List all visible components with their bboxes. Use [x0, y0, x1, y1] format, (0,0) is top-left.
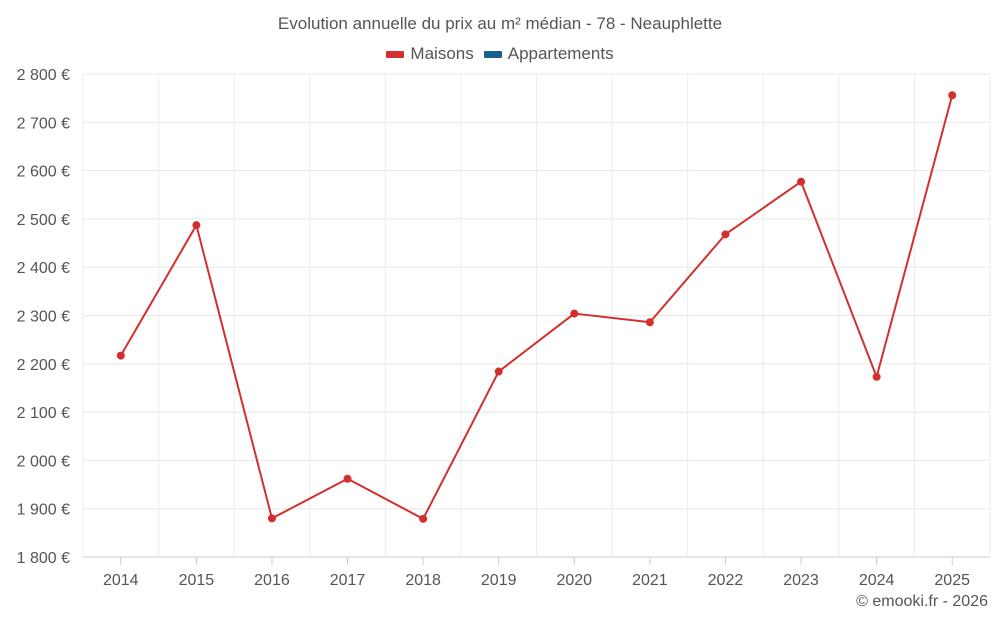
y-tick-label: 2 300 € [17, 309, 70, 326]
credit-text: © emooki.fr - 2026 [856, 593, 988, 610]
x-tick-label: 2020 [556, 572, 592, 589]
x-tick-label: 2017 [330, 572, 366, 589]
series-line-maisons [119, 94, 954, 520]
x-tick-label: 2024 [859, 572, 895, 589]
x-tick-label: 2014 [103, 572, 139, 589]
x-tick-label: 2021 [632, 572, 668, 589]
y-tick-label: 2 000 € [17, 453, 70, 470]
chart-title: Evolution annuelle du prix au m² médian … [277, 14, 723, 33]
data-point [116, 351, 125, 360]
legend-label-maisons: Maisons [410, 44, 474, 63]
data-point [645, 318, 654, 327]
data-point [419, 514, 428, 523]
y-tick-label: 1 800 € [17, 550, 70, 567]
y-tick-label: 2 700 € [17, 115, 70, 132]
x-tick-label: 2019 [481, 572, 517, 589]
legend-item-appartements[interactable]: Appartements [483, 44, 614, 64]
data-point [721, 230, 730, 239]
x-tick-label: 2015 [179, 572, 215, 589]
y-tick-label: 2 800 € [17, 67, 70, 84]
legend-swatch-appartements [483, 50, 502, 58]
legend-item-maisons[interactable]: Maisons [386, 44, 474, 64]
y-tick-label: 2 400 € [17, 260, 70, 277]
legend-label-appartements: Appartements [507, 44, 614, 63]
data-point [948, 91, 957, 100]
y-tick-label: 2 500 € [17, 212, 70, 229]
chart-legend: Maisons Appartements [0, 44, 1000, 64]
y-tick-label: 1 900 € [17, 502, 70, 519]
x-tick-label: 2016 [254, 572, 290, 589]
legend-swatch-maisons [386, 50, 405, 58]
y-tick-label: 2 200 € [17, 357, 70, 374]
data-point [570, 309, 579, 318]
y-tick-label: 2 100 € [17, 405, 70, 422]
x-tick-label: 2025 [934, 572, 970, 589]
data-point [797, 177, 806, 186]
x-tick-label: 2022 [708, 572, 744, 589]
data-point [343, 474, 352, 483]
data-point [192, 221, 201, 230]
data-point [494, 367, 503, 376]
x-tick-label: 2023 [783, 572, 819, 589]
y-tick-label: 2 600 € [17, 164, 70, 181]
data-point [872, 372, 881, 381]
data-point [267, 514, 276, 523]
x-tick-label: 2018 [405, 572, 441, 589]
